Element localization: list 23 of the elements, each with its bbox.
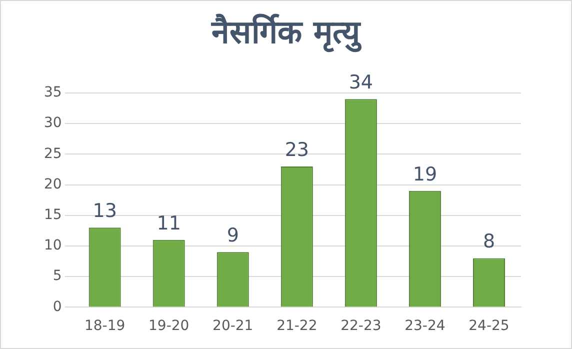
x-tick-label: 20-21 (212, 318, 254, 334)
data-label: 34 (348, 72, 374, 94)
data-label: 9 (226, 224, 239, 247)
data-label: 11 (156, 212, 181, 234)
x-tick-label: 24-25 (468, 318, 510, 334)
y-tick-label: 20 (44, 176, 62, 192)
x-tick-label: 22-23 (340, 318, 382, 334)
y-tick-label: 10 (44, 238, 62, 254)
data-label: 19 (412, 163, 438, 186)
y-tick-label: 0 (52, 298, 62, 315)
y-tick-label: 35 (44, 84, 62, 101)
x-tick-label: 18-19 (84, 318, 126, 334)
x-tick-label: 19-20 (148, 318, 190, 334)
y-tick-label: 15 (44, 207, 62, 224)
y-tick-label: 30 (44, 115, 62, 132)
data-label: 13 (92, 200, 117, 222)
data-label: 8 (482, 230, 496, 253)
x-tick-label: 21-22 (276, 318, 318, 334)
data-label: 23 (284, 138, 309, 161)
chart-title: नैसर्गिक मृत्यु (210, 12, 362, 52)
y-tick-label: 25 (44, 146, 62, 162)
y-tick-label: 5 (52, 268, 62, 284)
x-tick-label: 23-24 (404, 318, 446, 334)
